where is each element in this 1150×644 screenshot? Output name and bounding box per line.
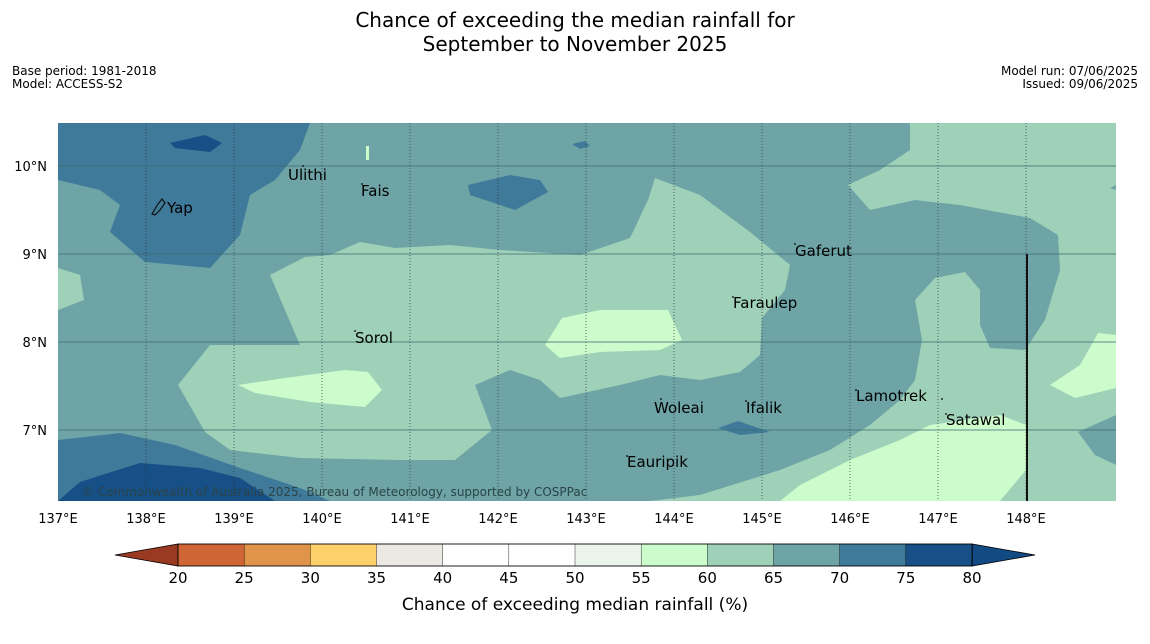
place-label: Ifalik: [746, 399, 782, 417]
colorbar-segment: [376, 543, 444, 567]
latitude-tick-labels: 10°N 9°N 8°N 7°N: [14, 160, 47, 439]
contour-70-75-east-edge: [1078, 415, 1116, 465]
colorbar-tick: 70: [830, 569, 849, 587]
place-label: Fais: [361, 182, 390, 200]
contour-75-80-northwest: [58, 123, 310, 268]
contour-70-75-east-fleck: [1110, 185, 1116, 190]
colorbar-outline: [177, 543, 973, 567]
colorbar-segment: [243, 543, 312, 567]
place-label: Sorol: [355, 329, 393, 347]
lon-tick: 142°E: [478, 512, 518, 527]
contour-75-80-small: [572, 141, 590, 149]
colorbar-tick: 20: [168, 569, 187, 587]
place-label: Woleai: [654, 399, 704, 417]
meta-left: Base period: 1981-2018 Model: ACCESS-S2: [12, 65, 157, 91]
contour-60-65-east: [1050, 333, 1116, 398]
lon-tick: 146°E: [830, 512, 870, 527]
issued-date: Issued: 09/06/2025: [1022, 77, 1138, 91]
place-label: Yap: [166, 199, 193, 217]
contour-60-65-central: [545, 310, 682, 358]
colorbar-segment: [574, 543, 642, 567]
model-name: Model: ACCESS-S2: [12, 77, 124, 91]
colorbar-over-arrow: [971, 543, 1036, 567]
colorbar: 20 25 30 35 40 45 50 55 60 65 70 75 80 Chance of exc…: [114, 543, 1036, 615]
lon-tick: 143°E: [566, 512, 606, 527]
place-label: Eauripik: [627, 453, 688, 471]
colorbar-segment: [905, 543, 973, 567]
colorbar-segment: [177, 543, 245, 567]
place-labels: Yap Ulithi Fais Gaferut Faraulep Sorol W…: [166, 166, 1005, 471]
copyright-notice: © Commonwealth of Australia 2025, Bureau…: [82, 485, 587, 499]
colorbar-tick: 30: [301, 569, 320, 587]
contour-60-65-southeast: [780, 415, 1026, 501]
lat-tick: 8°N: [23, 336, 48, 351]
lat-tick: 9°N: [23, 248, 48, 263]
place-label: Ulithi: [288, 166, 327, 184]
lon-tick: 141°E: [390, 512, 430, 527]
contour-80-plus-southwest: [58, 463, 275, 501]
colorbar-segments: [177, 543, 973, 567]
place-label: Faraulep: [733, 294, 797, 312]
colorbar-segment: [442, 543, 510, 567]
title-line-2: September to November 2025: [422, 32, 728, 56]
place-label: Satawal: [946, 411, 1005, 429]
lon-tick: 144°E: [654, 512, 694, 527]
colorbar-under-arrow: [114, 543, 179, 567]
lon-tick: 148°E: [1006, 512, 1046, 527]
lat-tick: 7°N: [23, 424, 48, 439]
colorbar-segment: [839, 543, 907, 567]
meta-right: Model run: 07/06/2025 Issued: 09/06/2025: [1001, 65, 1138, 91]
contour-80-plus-northwest: [170, 135, 222, 152]
colorbar-tick-labels: 20 25 30 35 40 45 50 55 60 65 70 75 80: [168, 569, 981, 587]
contour-75-80-south: [718, 421, 770, 435]
colorbar-tick: 35: [367, 569, 386, 587]
longitude-tick-labels: 137°E 138°E 139°E 140°E 141°E 142°E 143°…: [38, 512, 1046, 527]
lat-tick: 10°N: [14, 160, 47, 175]
colorbar-tick: 80: [962, 569, 981, 587]
colorbar-tick: 40: [433, 569, 452, 587]
colorbar-tick: 55: [632, 569, 651, 587]
place-label: Gaferut: [795, 242, 852, 260]
lon-tick: 140°E: [302, 512, 342, 527]
contour-75-80-central-north: [468, 175, 548, 210]
contour-65-70-west-edge: [58, 268, 84, 310]
contour-65-70-east: [650, 123, 1116, 501]
colorbar-tick: 75: [896, 569, 915, 587]
colorbar-tick: 60: [698, 569, 717, 587]
colorbar-tick: 45: [499, 569, 518, 587]
lon-tick: 137°E: [38, 512, 78, 527]
contour-field: [58, 123, 1116, 501]
contour-60-65-fleck: [366, 146, 369, 160]
latitude-gridlines: [58, 165, 1116, 431]
yap-island-outline: [151, 198, 166, 216]
colorbar-segment: [773, 543, 841, 567]
lon-tick: 145°E: [742, 512, 782, 527]
colorbar-segment: [640, 543, 709, 567]
base-period: Base period: 1981-2018: [12, 64, 157, 78]
model-run: Model run: 07/06/2025: [1000, 64, 1138, 78]
colorbar-tick: 50: [565, 569, 584, 587]
place-label: Lamotrek: [856, 387, 927, 405]
colorbar-label: Chance of exceeding median rainfall (%): [402, 595, 748, 615]
colorbar-tick: 65: [764, 569, 783, 587]
lon-tick: 139°E: [214, 512, 254, 527]
lon-tick: 147°E: [918, 512, 958, 527]
island-dots: [302, 165, 947, 457]
lon-tick: 138°E: [126, 512, 166, 527]
title-line-1: Chance of exceeding the median rainfall …: [355, 8, 795, 32]
colorbar-segment: [508, 543, 576, 567]
contour-60-65-west: [238, 370, 382, 407]
colorbar-tick: 25: [235, 569, 254, 587]
colorbar-segment: [310, 543, 378, 567]
colorbar-segment: [707, 543, 775, 567]
map-title: Chance of exceeding the median rainfall …: [0, 8, 1150, 56]
